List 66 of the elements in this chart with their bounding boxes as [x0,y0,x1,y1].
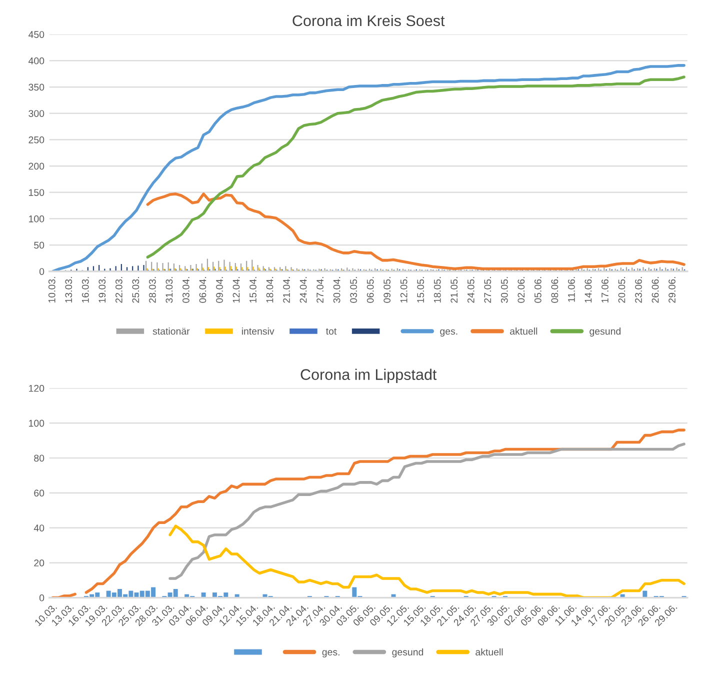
y-tick-label: 80 [34,454,44,462]
x-tick-label: 08.06. [551,277,558,303]
x-tick-label: 22.03. [115,277,122,303]
y-tick-label: 0 [39,594,44,602]
y-tick-label: 300 [28,110,44,117]
x-tick-label: 27.04. [316,277,324,303]
x-tick-label: 27.05. [484,277,492,303]
x-tick-label: 30.04. [333,277,340,303]
x-tick-label: 03.05. [350,277,358,303]
y-tick-label: 150 [29,189,44,196]
y-tick-label: 100 [29,215,44,222]
x-tick-label: 06.04. [199,277,206,303]
x-tick-label: 10.03. [48,277,56,303]
y-tick-label: 50 [34,242,44,249]
x-tick-label: 31.03. [166,277,173,303]
x-tick-label: 15.05. [417,277,424,303]
x-tick-label: 09.05. [384,277,391,303]
x-tick-label: 19.03. [98,277,106,303]
y-tick-label: 450 [28,31,44,38]
x-tick-label: 18.05. [434,277,441,303]
chart-title: Corona im Lippstadt [300,368,437,383]
legend-label: aktuell [476,648,503,656]
x-tick-label: 25.03. [132,277,140,303]
y-tick-label: 100 [29,420,44,427]
x-tick-label: 20.05. [618,277,626,303]
y-tick-label: 20 [34,560,44,566]
legend-label: ges. [440,329,458,337]
x-tick-label: 09.04. [216,277,223,303]
y-tick-label: 40 [34,524,44,532]
x-tick-label: 12.05. [400,277,408,303]
y-tick-label: 200 [28,162,44,170]
legend-label: ges. [322,650,340,658]
x-tick-label: 13.03. [65,277,72,303]
x-tick-label: 11.06. [568,277,575,302]
y-tick-label: 350 [28,84,44,91]
y-tick-label: 120 [29,384,44,392]
x-tick-label: 06.05. [366,277,374,303]
x-tick-label: 21.05. [450,277,458,303]
x-tick-label: 12.04. [232,277,240,303]
legend-label: stationär [152,328,190,335]
y-tick-label: 0 [39,268,44,275]
legend-label: aktuell [510,328,538,335]
x-tick-label: 26.06. [652,277,659,303]
x-tick-label: 24.05. [467,277,474,303]
x-tick-label: 03.04. [182,277,190,303]
chart-title: Corona im Kreis Soest [292,14,445,26]
x-tick-label: 14.06. [584,277,592,303]
x-tick-label: 21.04. [283,277,290,303]
x-tick-label: 28.03. [148,277,156,303]
y-tick-label: 400 [28,57,44,64]
x-tick-label: 30.05. [500,277,508,303]
y-tick-label: 250 [28,136,44,144]
y-tick-label: 60 [34,490,44,497]
legend-label: tot [326,328,337,335]
x-tick-label: 15.04. [250,277,256,303]
x-tick-label: 05.06. [534,277,542,303]
x-tick-label: 16.03. [82,277,89,303]
x-tick-label: 17.06. [602,277,608,303]
legend-label: gesund [590,328,621,337]
x-tick-label: 24.04. [300,277,307,303]
legend-label: gesund [392,648,424,658]
x-tick-label: 29.06. [668,277,676,303]
legend-label: intensiv [242,328,274,335]
x-tick-label: 23.06. [635,277,642,303]
x-tick-label: 02.06. [518,277,525,303]
x-tick-label: 18.04. [266,277,274,303]
